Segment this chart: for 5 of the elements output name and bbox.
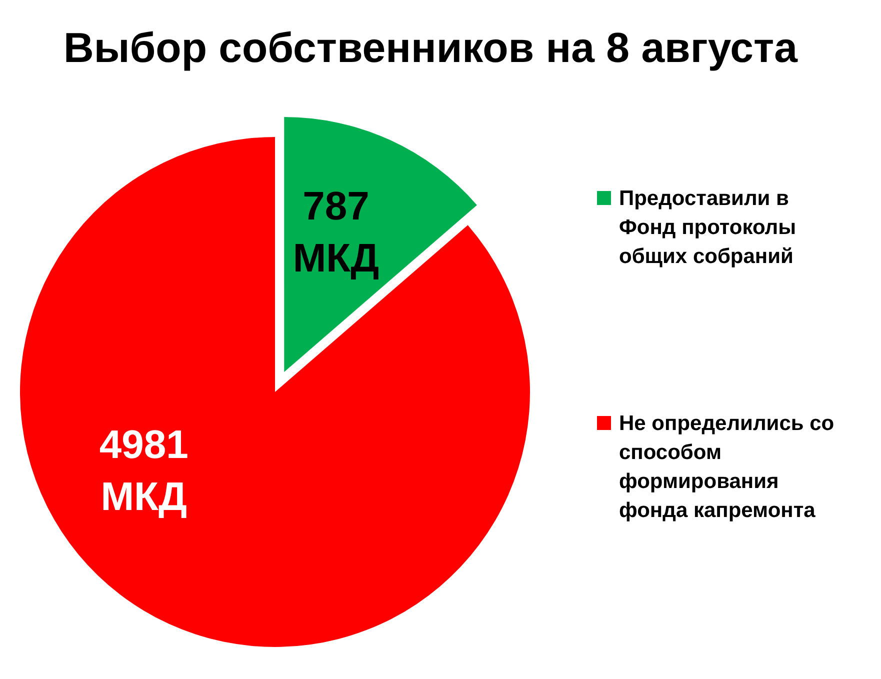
legend-label: Предоставили в Фонд протоколы общих собраний bbox=[619, 187, 796, 268]
data-label: 4981 МКД bbox=[99, 423, 188, 520]
chart-title: Выбор собственников на 8 августа bbox=[64, 24, 798, 71]
data-label: 787 МКД bbox=[292, 184, 380, 281]
legend-label: Не определились со способом формирования фонда капремонта bbox=[619, 412, 834, 522]
